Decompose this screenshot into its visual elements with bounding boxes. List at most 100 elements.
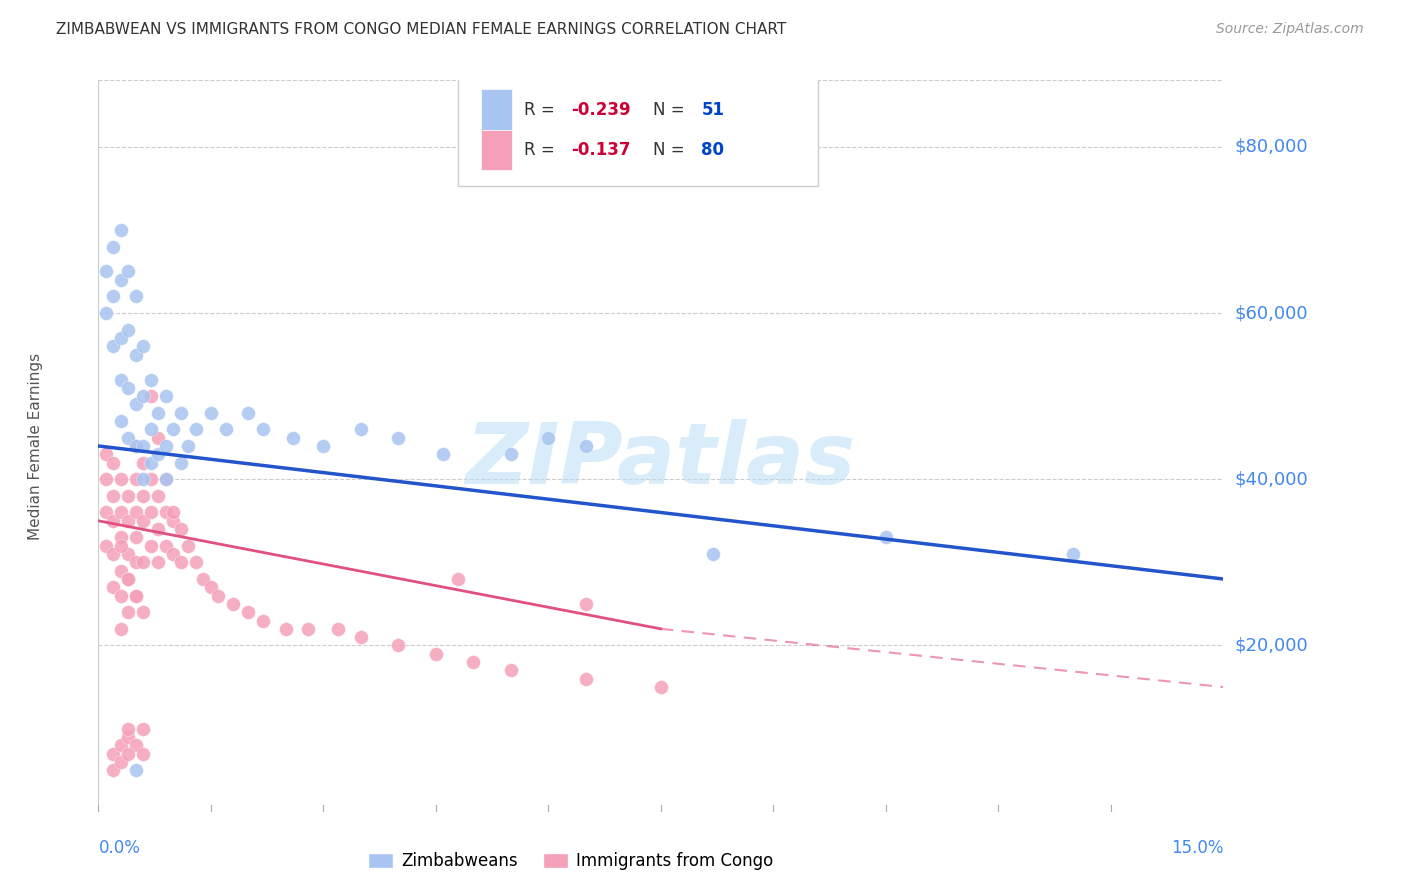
Point xyxy=(463,655,485,669)
Point xyxy=(125,439,148,453)
Point xyxy=(117,489,139,503)
Point xyxy=(125,348,148,362)
Point xyxy=(94,447,117,461)
Point xyxy=(155,472,177,486)
Text: 51: 51 xyxy=(702,101,724,119)
Point xyxy=(110,530,132,544)
Text: Median Female Earnings: Median Female Earnings xyxy=(28,352,42,540)
Point xyxy=(132,472,155,486)
Point xyxy=(1062,547,1084,561)
Point xyxy=(575,597,598,611)
Point xyxy=(499,447,522,461)
Point xyxy=(170,555,193,569)
Point xyxy=(200,406,222,420)
Point xyxy=(200,580,222,594)
Point xyxy=(387,431,409,445)
Point xyxy=(117,572,139,586)
Point xyxy=(110,755,132,769)
Point xyxy=(94,306,117,320)
Point xyxy=(125,289,148,303)
Point xyxy=(117,730,139,744)
Point xyxy=(110,738,132,752)
Point xyxy=(132,514,155,528)
Point xyxy=(575,672,598,686)
Point xyxy=(132,339,155,353)
Point xyxy=(207,589,229,603)
Point xyxy=(139,456,162,470)
Text: 0.0%: 0.0% xyxy=(98,839,141,857)
Text: $60,000: $60,000 xyxy=(1234,304,1308,322)
Point xyxy=(312,439,335,453)
Point xyxy=(103,547,125,561)
Point xyxy=(110,539,132,553)
Point xyxy=(148,406,170,420)
Point xyxy=(148,447,170,461)
Point xyxy=(148,555,170,569)
Point xyxy=(537,431,560,445)
Point xyxy=(125,589,148,603)
Text: $80,000: $80,000 xyxy=(1234,137,1308,156)
Point xyxy=(148,431,170,445)
Text: $40,000: $40,000 xyxy=(1234,470,1308,488)
Point xyxy=(238,605,260,619)
Point xyxy=(162,514,184,528)
Point xyxy=(139,539,162,553)
Point xyxy=(139,389,162,403)
Text: ZIPatlas: ZIPatlas xyxy=(465,419,856,502)
Point xyxy=(103,456,125,470)
Point xyxy=(139,472,162,486)
Point xyxy=(274,622,297,636)
Point xyxy=(155,472,177,486)
Point xyxy=(94,472,117,486)
Text: 15.0%: 15.0% xyxy=(1171,839,1223,857)
FancyBboxPatch shape xyxy=(481,129,512,169)
Point xyxy=(110,414,132,428)
Point xyxy=(110,506,132,520)
Point xyxy=(103,289,125,303)
Point xyxy=(125,506,148,520)
Point xyxy=(297,622,319,636)
Point xyxy=(148,522,170,536)
Point xyxy=(125,589,148,603)
Point xyxy=(132,747,155,761)
Text: 80: 80 xyxy=(702,141,724,159)
Text: R =: R = xyxy=(523,141,554,159)
Point xyxy=(170,456,193,470)
Point xyxy=(132,605,155,619)
Point xyxy=(139,372,162,386)
Point xyxy=(103,747,125,761)
Point xyxy=(103,339,125,353)
Text: $20,000: $20,000 xyxy=(1234,637,1308,655)
Point xyxy=(117,572,139,586)
Legend: Zimbabweans, Immigrants from Congo: Zimbabweans, Immigrants from Congo xyxy=(361,846,780,877)
Point xyxy=(117,264,139,278)
Text: -0.137: -0.137 xyxy=(571,141,630,159)
Point xyxy=(125,530,148,544)
Point xyxy=(193,572,215,586)
Point xyxy=(350,422,373,436)
Text: N =: N = xyxy=(652,141,685,159)
Point xyxy=(103,580,125,594)
Point xyxy=(117,431,139,445)
Point xyxy=(132,389,155,403)
Point xyxy=(425,647,447,661)
Text: N =: N = xyxy=(652,101,685,119)
Point xyxy=(132,456,155,470)
Point xyxy=(222,597,245,611)
Point xyxy=(155,439,177,453)
Point xyxy=(132,439,155,453)
Point xyxy=(387,639,409,653)
Point xyxy=(110,564,132,578)
Point xyxy=(252,614,274,628)
Point xyxy=(110,223,132,237)
Point xyxy=(177,439,200,453)
Point xyxy=(117,381,139,395)
Point xyxy=(125,397,148,411)
Point xyxy=(110,472,132,486)
Text: ZIMBABWEAN VS IMMIGRANTS FROM CONGO MEDIAN FEMALE EARNINGS CORRELATION CHART: ZIMBABWEAN VS IMMIGRANTS FROM CONGO MEDI… xyxy=(56,22,786,37)
Text: Source: ZipAtlas.com: Source: ZipAtlas.com xyxy=(1216,22,1364,37)
FancyBboxPatch shape xyxy=(481,89,512,129)
Point xyxy=(155,506,177,520)
Point xyxy=(110,331,132,345)
Point xyxy=(170,406,193,420)
